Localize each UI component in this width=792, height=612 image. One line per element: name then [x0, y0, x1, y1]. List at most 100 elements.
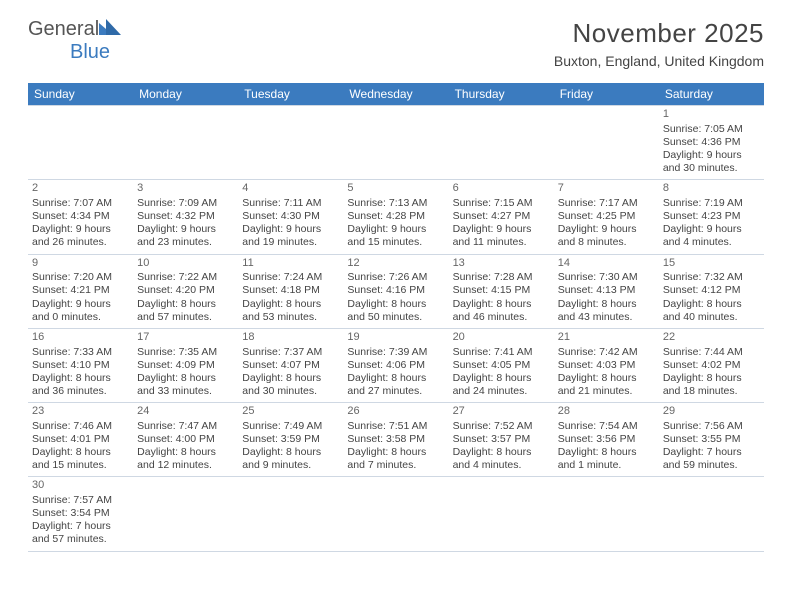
- daylight-line: Daylight: 8 hours: [347, 298, 444, 311]
- sunrise-line: Sunrise: 7:44 AM: [663, 346, 760, 359]
- calendar-week-row: 9Sunrise: 7:20 AMSunset: 4:21 PMDaylight…: [28, 254, 764, 328]
- daylight-line: and 15 minutes.: [347, 236, 444, 249]
- sunrise-line: Sunrise: 7:41 AM: [453, 346, 550, 359]
- calendar-day-cell: 5Sunrise: 7:13 AMSunset: 4:28 PMDaylight…: [343, 180, 448, 254]
- day-number: 8: [663, 182, 760, 196]
- calendar-day-cell: 6Sunrise: 7:15 AMSunset: 4:27 PMDaylight…: [449, 180, 554, 254]
- daylight-line: Daylight: 8 hours: [32, 446, 129, 459]
- daylight-line: and 53 minutes.: [242, 311, 339, 324]
- daylight-line: and 15 minutes.: [32, 459, 129, 472]
- calendar-day-cell: 14Sunrise: 7:30 AMSunset: 4:13 PMDayligh…: [554, 254, 659, 328]
- daylight-line: and 30 minutes.: [663, 162, 760, 175]
- daylight-line: Daylight: 9 hours: [663, 149, 760, 162]
- sunrise-line: Sunrise: 7:56 AM: [663, 420, 760, 433]
- daylight-line: and 40 minutes.: [663, 311, 760, 324]
- sunrise-line: Sunrise: 7:22 AM: [137, 271, 234, 284]
- day-number: 14: [558, 257, 655, 271]
- day-header: Sunday: [28, 83, 133, 106]
- day-number: 28: [558, 405, 655, 419]
- daylight-line: Daylight: 8 hours: [242, 446, 339, 459]
- day-number: 26: [347, 405, 444, 419]
- calendar-day-cell: 30Sunrise: 7:57 AMSunset: 3:54 PMDayligh…: [28, 477, 133, 551]
- sunset-line: Sunset: 3:58 PM: [347, 433, 444, 446]
- day-number: 11: [242, 257, 339, 271]
- day-number: 17: [137, 331, 234, 345]
- daylight-line: Daylight: 9 hours: [558, 223, 655, 236]
- daylight-line: Daylight: 8 hours: [453, 298, 550, 311]
- daylight-line: Daylight: 8 hours: [558, 446, 655, 459]
- day-number: 21: [558, 331, 655, 345]
- daylight-line: and 11 minutes.: [453, 236, 550, 249]
- calendar-day-cell: 11Sunrise: 7:24 AMSunset: 4:18 PMDayligh…: [238, 254, 343, 328]
- day-header: Wednesday: [343, 83, 448, 106]
- day-number: 29: [663, 405, 760, 419]
- calendar-day-cell: 23Sunrise: 7:46 AMSunset: 4:01 PMDayligh…: [28, 403, 133, 477]
- calendar-week-row: 16Sunrise: 7:33 AMSunset: 4:10 PMDayligh…: [28, 328, 764, 402]
- day-header: Thursday: [449, 83, 554, 106]
- sunrise-line: Sunrise: 7:30 AM: [558, 271, 655, 284]
- daylight-line: and 8 minutes.: [558, 236, 655, 249]
- daylight-line: Daylight: 9 hours: [347, 223, 444, 236]
- calendar-day-cell: 8Sunrise: 7:19 AMSunset: 4:23 PMDaylight…: [659, 180, 764, 254]
- daylight-line: and 12 minutes.: [137, 459, 234, 472]
- daylight-line: and 30 minutes.: [242, 385, 339, 398]
- sunset-line: Sunset: 4:03 PM: [558, 359, 655, 372]
- sunset-line: Sunset: 4:02 PM: [663, 359, 760, 372]
- calendar-empty-cell: [554, 477, 659, 551]
- sunrise-line: Sunrise: 7:37 AM: [242, 346, 339, 359]
- daylight-line: Daylight: 8 hours: [347, 446, 444, 459]
- calendar-day-cell: 15Sunrise: 7:32 AMSunset: 4:12 PMDayligh…: [659, 254, 764, 328]
- sunset-line: Sunset: 4:30 PM: [242, 210, 339, 223]
- daylight-line: and 26 minutes.: [32, 236, 129, 249]
- brand-name-part1: General: [28, 18, 99, 40]
- sunrise-line: Sunrise: 7:32 AM: [663, 271, 760, 284]
- daylight-line: Daylight: 8 hours: [663, 372, 760, 385]
- sunrise-line: Sunrise: 7:13 AM: [347, 197, 444, 210]
- sunrise-line: Sunrise: 7:17 AM: [558, 197, 655, 210]
- sunset-line: Sunset: 4:27 PM: [453, 210, 550, 223]
- calendar-header-row: SundayMondayTuesdayWednesdayThursdayFrid…: [28, 83, 764, 106]
- day-number: 20: [453, 331, 550, 345]
- daylight-line: Daylight: 8 hours: [137, 372, 234, 385]
- day-number: 6: [453, 182, 550, 196]
- daylight-line: Daylight: 7 hours: [32, 520, 129, 533]
- sunset-line: Sunset: 4:21 PM: [32, 284, 129, 297]
- calendar-day-cell: 21Sunrise: 7:42 AMSunset: 4:03 PMDayligh…: [554, 328, 659, 402]
- sunrise-line: Sunrise: 7:35 AM: [137, 346, 234, 359]
- day-number: 1: [663, 108, 760, 122]
- daylight-line: and 50 minutes.: [347, 311, 444, 324]
- sunrise-line: Sunrise: 7:05 AM: [663, 123, 760, 136]
- calendar-week-row: 23Sunrise: 7:46 AMSunset: 4:01 PMDayligh…: [28, 403, 764, 477]
- sunrise-line: Sunrise: 7:15 AM: [453, 197, 550, 210]
- calendar-day-cell: 18Sunrise: 7:37 AMSunset: 4:07 PMDayligh…: [238, 328, 343, 402]
- sunset-line: Sunset: 4:05 PM: [453, 359, 550, 372]
- daylight-line: and 21 minutes.: [558, 385, 655, 398]
- daylight-line: Daylight: 9 hours: [453, 223, 550, 236]
- calendar-day-cell: 4Sunrise: 7:11 AMSunset: 4:30 PMDaylight…: [238, 180, 343, 254]
- day-number: 2: [32, 182, 129, 196]
- daylight-line: and 4 minutes.: [453, 459, 550, 472]
- daylight-line: and 19 minutes.: [242, 236, 339, 249]
- calendar-day-cell: 9Sunrise: 7:20 AMSunset: 4:21 PMDaylight…: [28, 254, 133, 328]
- day-number: 22: [663, 331, 760, 345]
- day-number: 9: [32, 257, 129, 271]
- sunset-line: Sunset: 4:10 PM: [32, 359, 129, 372]
- calendar-day-cell: 17Sunrise: 7:35 AMSunset: 4:09 PMDayligh…: [133, 328, 238, 402]
- title-block: November 2025 Buxton, England, United Ki…: [554, 18, 764, 69]
- sunrise-line: Sunrise: 7:28 AM: [453, 271, 550, 284]
- day-number: 10: [137, 257, 234, 271]
- sunset-line: Sunset: 4:15 PM: [453, 284, 550, 297]
- day-number: 30: [32, 479, 129, 493]
- calendar-empty-cell: [343, 106, 448, 180]
- sunset-line: Sunset: 4:13 PM: [558, 284, 655, 297]
- sunset-line: Sunset: 4:06 PM: [347, 359, 444, 372]
- calendar-empty-cell: [343, 477, 448, 551]
- calendar-day-cell: 25Sunrise: 7:49 AMSunset: 3:59 PMDayligh…: [238, 403, 343, 477]
- location-subtitle: Buxton, England, United Kingdom: [554, 53, 764, 69]
- daylight-line: Daylight: 8 hours: [32, 372, 129, 385]
- calendar-empty-cell: [449, 106, 554, 180]
- sunrise-line: Sunrise: 7:24 AM: [242, 271, 339, 284]
- calendar-day-cell: 12Sunrise: 7:26 AMSunset: 4:16 PMDayligh…: [343, 254, 448, 328]
- calendar-empty-cell: [238, 477, 343, 551]
- daylight-line: and 27 minutes.: [347, 385, 444, 398]
